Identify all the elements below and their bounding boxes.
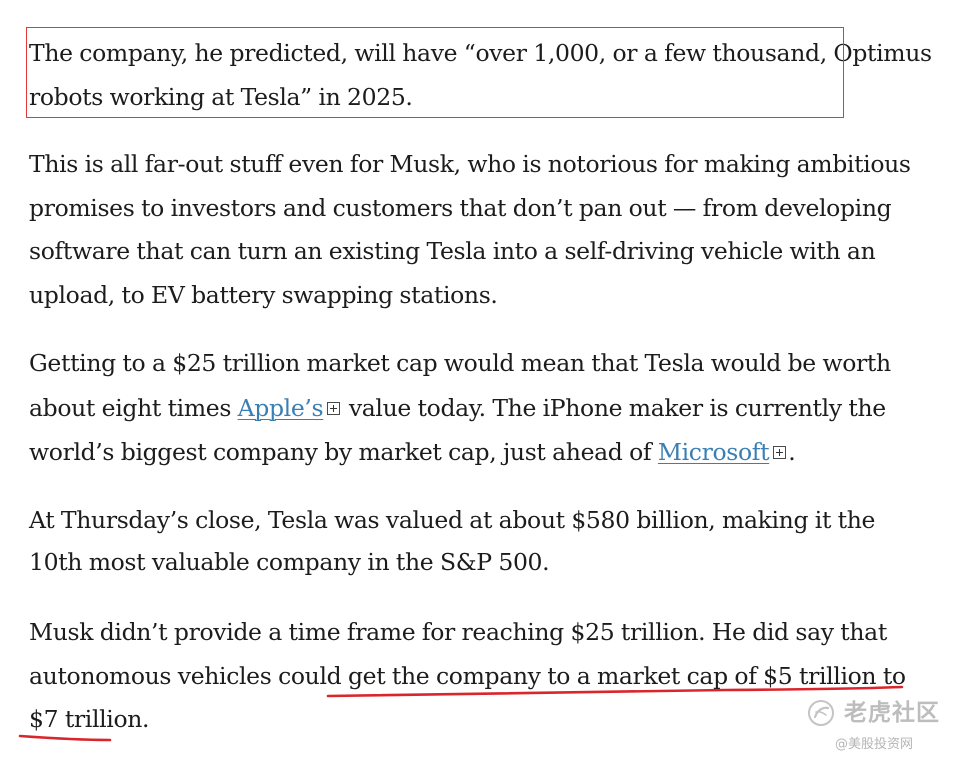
microsoft-link[interactable]: Microsoft [657,438,770,466]
microsoft-expand-icon[interactable] [773,446,787,459]
p3-text-before: Getting to a $25 trillion market cap wou… [29,349,891,422]
apple-link[interactable]: Apple’s [237,393,324,422]
p3-text-after: . [788,438,796,466]
apple-expand-icon[interactable] [327,401,341,415]
p3-text-between: value today. The iPhone maker is current… [29,393,886,467]
paragraph-optimus: The company, he predicted, will have “ov… [29,39,932,111]
watermark-brand: 老虎社区 [844,700,940,726]
paragraph-thursday-close: At Thursday’s close, Tesla was valued at… [29,506,876,576]
watermark-logo: 老虎社区 [806,699,946,729]
tiger-logo-icon [808,700,834,726]
watermark-handle: @美股投资网 [835,737,914,752]
paragraph-time-frame: Musk didn’t provide a time frame for rea… [29,618,906,733]
paragraph-market-cap: Getting to a $25 trillion market cap wou… [29,341,934,475]
paragraph-far-out: This is all far-out stuff even for Musk,… [29,150,911,309]
